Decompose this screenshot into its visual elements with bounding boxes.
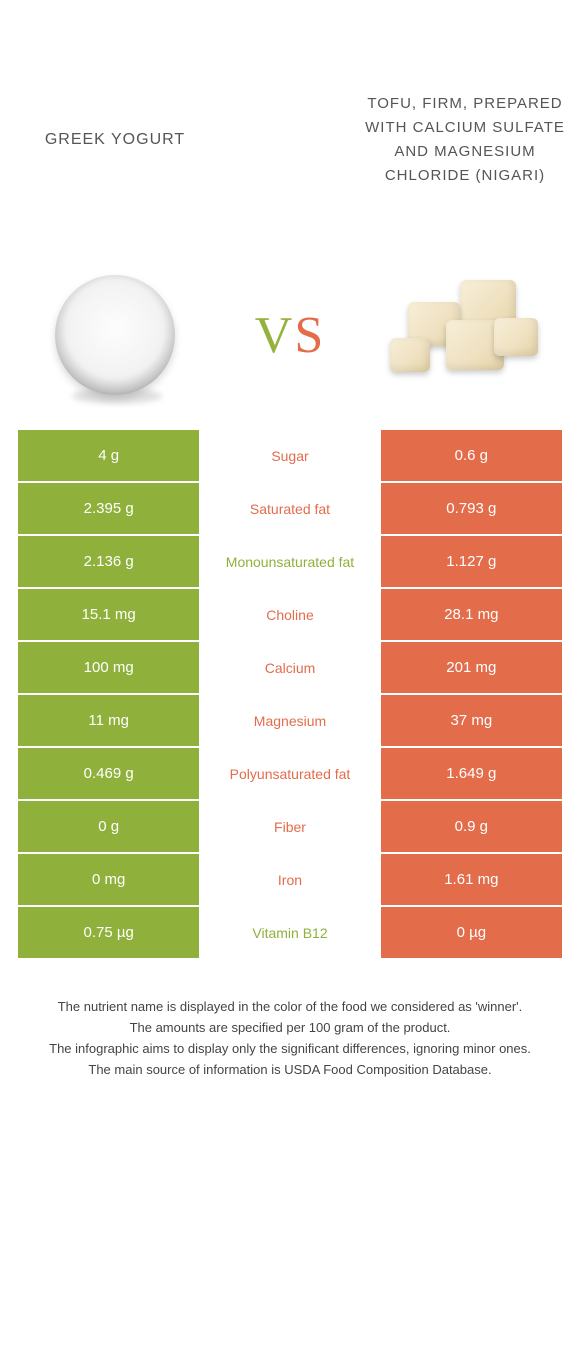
vs-badge: VS — [230, 306, 350, 365]
value-left: 0.75 µg — [18, 907, 199, 958]
value-right: 201 mg — [381, 642, 562, 693]
table-row: 0 mgIron1.61 mg — [18, 854, 562, 905]
nutrient-label: Magnesium — [199, 695, 380, 746]
value-left: 100 mg — [18, 642, 199, 693]
value-right: 1.61 mg — [381, 854, 562, 905]
footer-line: The infographic aims to display only the… — [20, 1040, 560, 1059]
value-left: 15.1 mg — [18, 589, 199, 640]
vs-row: VS — [0, 260, 580, 430]
food-image-right — [350, 280, 580, 390]
yogurt-icon — [50, 270, 180, 400]
nutrient-label: Monounsaturated fat — [199, 536, 380, 587]
footer-line: The nutrient name is displayed in the co… — [20, 998, 560, 1017]
nutrient-label: Iron — [199, 854, 380, 905]
footer-line: The amounts are specified per 100 gram o… — [20, 1019, 560, 1038]
food-title-right: Tofu, firm, prepared with calcium sulfat… — [350, 20, 580, 260]
nutrient-label: Choline — [199, 589, 380, 640]
table-row: 0 gFiber0.9 g — [18, 801, 562, 852]
header: Greek yogurt Tofu, firm, prepared with c… — [0, 0, 580, 260]
value-right: 0.793 g — [381, 483, 562, 534]
value-right: 0.6 g — [381, 430, 562, 481]
table-row: 11 mgMagnesium37 mg — [18, 695, 562, 746]
value-left: 0 g — [18, 801, 199, 852]
value-left: 0 mg — [18, 854, 199, 905]
nutrient-label: Polyunsaturated fat — [199, 748, 380, 799]
value-right: 1.649 g — [381, 748, 562, 799]
tofu-icon — [390, 280, 540, 390]
nutrient-label: Saturated fat — [199, 483, 380, 534]
value-right: 0.9 g — [381, 801, 562, 852]
nutrient-label: Calcium — [199, 642, 380, 693]
value-left: 2.136 g — [18, 536, 199, 587]
value-right: 1.127 g — [381, 536, 562, 587]
vs-letter-v: V — [255, 307, 295, 364]
value-left: 4 g — [18, 430, 199, 481]
food-image-left — [0, 270, 230, 400]
table-row: 2.136 gMonounsaturated fat1.127 g — [18, 536, 562, 587]
value-right: 37 mg — [381, 695, 562, 746]
table-row: 2.395 gSaturated fat0.793 g — [18, 483, 562, 534]
nutrient-label: Vitamin B12 — [199, 907, 380, 958]
food-title-left: Greek yogurt — [0, 20, 230, 260]
table-row: 4 gSugar0.6 g — [18, 430, 562, 481]
table-row: 15.1 mgCholine28.1 mg — [18, 589, 562, 640]
value-right: 28.1 mg — [381, 589, 562, 640]
value-left: 11 mg — [18, 695, 199, 746]
table-row: 100 mgCalcium201 mg — [18, 642, 562, 693]
nutrient-label: Fiber — [199, 801, 380, 852]
table-row: 0.469 gPolyunsaturated fat1.649 g — [18, 748, 562, 799]
value-right: 0 µg — [381, 907, 562, 958]
footer-line: The main source of information is USDA F… — [20, 1061, 560, 1080]
table-row: 0.75 µgVitamin B120 µg — [18, 907, 562, 958]
value-left: 2.395 g — [18, 483, 199, 534]
footer-notes: The nutrient name is displayed in the co… — [0, 960, 580, 1079]
value-left: 0.469 g — [18, 748, 199, 799]
comparison-table: 4 gSugar0.6 g2.395 gSaturated fat0.793 g… — [0, 430, 580, 958]
vs-letter-s: S — [294, 307, 325, 364]
nutrient-label: Sugar — [199, 430, 380, 481]
